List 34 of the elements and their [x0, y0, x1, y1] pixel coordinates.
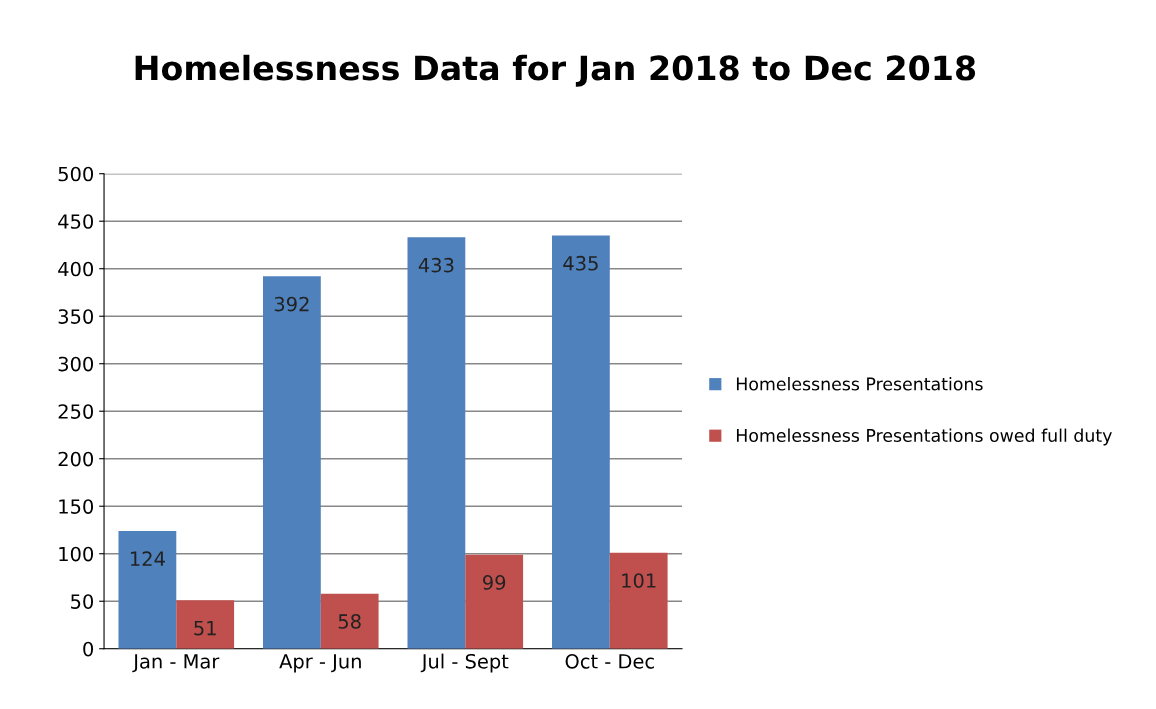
y-tick-label: 250 [58, 404, 94, 419]
y-tick-label: 400 [58, 261, 94, 277]
y-tick-label: 50 [71, 594, 94, 609]
bar [465, 554, 524, 649]
bar [407, 237, 466, 649]
x-tick-label: Jan - Mar [132, 654, 220, 673]
y-tick-label: 300 [58, 356, 94, 372]
data-label: 58 [338, 614, 361, 629]
data-label: 101 [622, 573, 656, 588]
bar [609, 552, 668, 649]
chart-title: Homelessness Data for Jan 2018 to Dec 2018 [135, 54, 976, 87]
data-label: 124 [130, 551, 165, 566]
data-label: 433 [418, 257, 454, 273]
bar [118, 530, 177, 649]
bar [551, 235, 610, 649]
y-tick-label: 500 [58, 166, 94, 182]
y-tick-label: 200 [58, 451, 94, 467]
bar [262, 276, 321, 649]
data-label: 51 [194, 620, 216, 636]
bar [320, 593, 379, 649]
data-label: 99 [483, 575, 506, 590]
legend-label: Homelessness Presentations owed full duty [736, 428, 1112, 446]
y-tick-label: 150 [59, 499, 94, 514]
x-tick-label: Jul - Sept [420, 653, 509, 673]
legend-label: Homelessness Presentations [736, 377, 983, 391]
y-tick-label: 100 [59, 546, 94, 562]
x-tick-label: Apr - Jun [279, 654, 361, 673]
data-label: 392 [274, 296, 309, 312]
x-tick-label: Oct - Dec [565, 653, 654, 669]
y-tick-label: 450 [58, 214, 94, 229]
y-tick-label: 0 [83, 641, 94, 657]
data-label: 435 [563, 255, 598, 271]
bar [176, 600, 235, 649]
y-tick-label: 350 [58, 309, 94, 324]
